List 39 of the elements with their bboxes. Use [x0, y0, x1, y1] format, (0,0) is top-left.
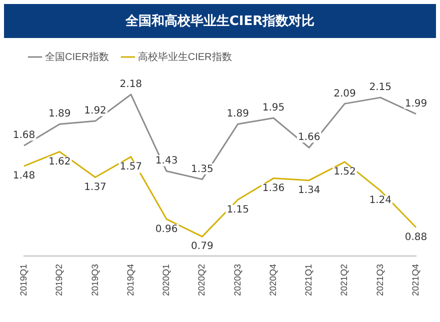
x-tick-label: 2020Q2 — [196, 264, 207, 296]
data-label: 1.89 — [226, 108, 249, 120]
x-tick-label: 2021Q3 — [374, 264, 385, 296]
x-tick-label: 2021Q4 — [410, 264, 420, 296]
data-label: 1.48 — [12, 170, 36, 182]
x-tick-label: 2020Q1 — [161, 264, 172, 296]
x-tick-label: 2019Q2 — [54, 264, 64, 296]
chart-title: 全国和高校毕业生CIER指数对比 — [4, 4, 436, 38]
data-label: 0.79 — [191, 241, 214, 252]
x-tick-label: 2021Q2 — [339, 264, 350, 296]
data-label: 1.62 — [48, 156, 71, 168]
x-tick-label: 2020Q4 — [268, 264, 278, 296]
x-tick-label: 2019Q4 — [125, 264, 136, 296]
data-label: 2.15 — [369, 82, 392, 94]
data-label: 1.68 — [12, 130, 36, 142]
legend-label: 全国CIER指数 — [45, 50, 109, 63]
data-label: 1.34 — [298, 184, 320, 196]
x-tick-label: 2021Q1 — [304, 264, 314, 296]
data-label: 1.37 — [84, 182, 106, 193]
data-label: 1.99 — [404, 98, 428, 110]
data-label: 2.18 — [120, 79, 142, 90]
data-label: 0.96 — [155, 224, 178, 235]
data-label: 1.36 — [262, 182, 285, 194]
data-label: 2.09 — [334, 88, 356, 100]
data-label: 0.88 — [404, 232, 428, 243]
data-label: 1.66 — [298, 132, 320, 144]
data-label: 1.89 — [48, 108, 71, 120]
x-tick-label: 2020Q3 — [232, 264, 242, 296]
data-label: 1.92 — [84, 106, 106, 117]
data-label: 1.52 — [334, 166, 356, 178]
x-tick-label: 2019Q1 — [18, 264, 28, 296]
data-label: 1.43 — [155, 156, 178, 167]
legend-label: 高校毕业生CIER指数 — [138, 50, 232, 63]
data-label: 1.57 — [120, 161, 142, 172]
x-tick-label: 2019Q3 — [90, 264, 100, 296]
data-label: 1.15 — [226, 204, 249, 216]
data-label: 1.24 — [369, 195, 392, 206]
data-label: 1.95 — [262, 102, 285, 114]
data-label: 1.35 — [191, 164, 214, 175]
